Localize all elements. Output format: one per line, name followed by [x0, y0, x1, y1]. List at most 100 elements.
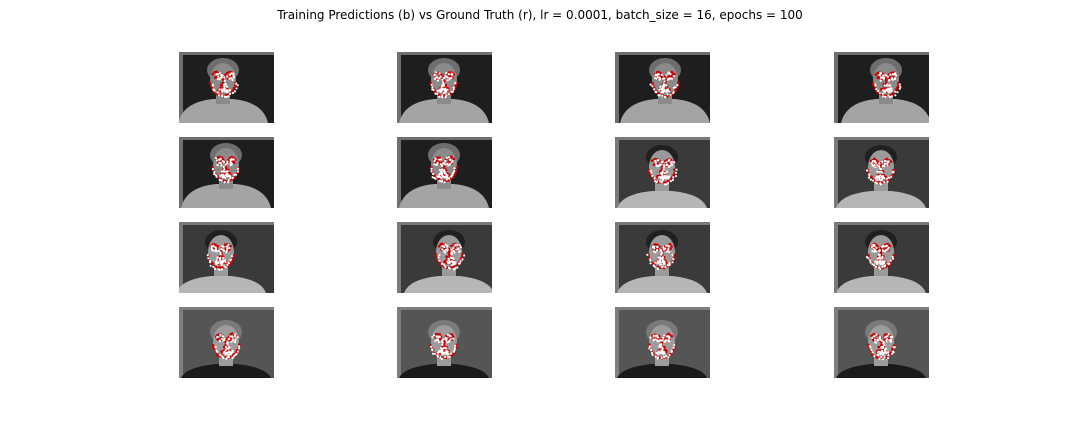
prediction-point	[444, 248, 447, 252]
ground-truth-point	[876, 71, 879, 75]
ground-truth-point	[435, 159, 438, 163]
prediction-point	[222, 161, 226, 164]
prediction-point	[874, 161, 877, 164]
prediction-point	[451, 260, 454, 263]
prediction-point	[666, 163, 669, 166]
prediction-point	[212, 265, 215, 268]
prediction-point	[433, 73, 436, 76]
prediction-point	[885, 177, 888, 180]
face-image	[834, 307, 929, 378]
prediction-point	[663, 172, 666, 175]
ground-truth-point	[452, 157, 456, 161]
prediction-point	[884, 336, 887, 339]
ground-truth-point	[444, 83, 448, 87]
face-image	[179, 137, 274, 208]
prediction-point	[889, 96, 892, 99]
prediction-point	[454, 344, 457, 347]
prediction-point	[658, 163, 661, 166]
prediction-point	[870, 162, 873, 165]
prediction-point	[454, 267, 457, 270]
ground-truth-point	[211, 262, 214, 265]
ground-truth-point	[876, 160, 879, 163]
prediction-point	[455, 248, 458, 251]
shoulders	[836, 364, 926, 378]
prediction-point	[447, 262, 450, 265]
prediction-point	[463, 254, 466, 257]
prediction-point	[659, 258, 662, 261]
prediction-point	[219, 333, 222, 336]
ground-truth-point	[450, 244, 453, 248]
prediction-point	[438, 350, 441, 353]
prediction-point	[461, 258, 464, 261]
prediction-point	[660, 91, 663, 94]
ground-truth-point	[219, 266, 222, 269]
prediction-point	[452, 247, 455, 250]
ground-truth-point	[885, 157, 889, 161]
prediction-point	[220, 268, 224, 271]
prediction-point	[663, 356, 666, 359]
prediction-point	[228, 346, 231, 349]
prediction-point	[438, 88, 441, 91]
prediction-point	[222, 256, 225, 259]
prediction-point	[228, 247, 231, 250]
prediction-point	[878, 357, 881, 360]
ground-truth-point	[436, 259, 439, 262]
prediction-point	[452, 172, 455, 175]
prediction-point	[445, 337, 448, 340]
prediction-point	[214, 267, 217, 270]
prediction-point	[232, 158, 235, 161]
prediction-point	[233, 90, 236, 93]
prediction-point	[439, 356, 442, 359]
prediction-point	[662, 168, 665, 171]
prediction-point	[876, 164, 879, 167]
shoulders	[399, 364, 489, 378]
image-border	[615, 137, 710, 140]
prediction-point	[438, 259, 441, 262]
prediction-point	[447, 93, 450, 96]
prediction-point	[221, 176, 224, 179]
ground-truth-point	[429, 81, 432, 85]
prediction-point	[665, 339, 668, 342]
prediction-point	[445, 76, 448, 79]
prediction-point	[230, 158, 234, 161]
ground-truth-point	[654, 243, 657, 246]
prediction-point	[670, 349, 673, 352]
prediction-point	[654, 338, 657, 341]
prediction-point	[441, 87, 444, 91]
image-border	[615, 52, 710, 55]
shoulders	[836, 276, 926, 293]
prediction-point	[873, 163, 876, 166]
prediction-point	[668, 158, 671, 162]
prediction-point	[673, 344, 676, 347]
prediction-point	[439, 163, 442, 166]
image-border	[397, 307, 492, 310]
prediction-point	[442, 83, 446, 86]
prediction-point	[881, 177, 884, 180]
prediction-point	[231, 91, 235, 95]
prediction-point	[223, 79, 226, 82]
ground-truth-point	[673, 253, 676, 257]
prediction-point	[887, 91, 890, 94]
face-panel-12	[834, 222, 929, 293]
prediction-point	[668, 336, 671, 339]
prediction-point	[674, 171, 677, 174]
prediction-point	[887, 333, 890, 336]
prediction-point	[887, 356, 890, 360]
prediction-point	[226, 263, 229, 267]
ground-truth-point	[883, 333, 887, 336]
prediction-point	[662, 166, 665, 169]
prediction-point	[444, 87, 447, 90]
prediction-point	[228, 89, 231, 92]
ground-truth-point	[451, 353, 454, 356]
prediction-point	[890, 175, 893, 178]
prediction-point	[658, 256, 662, 259]
prediction-point	[219, 261, 222, 264]
ground-truth-point	[872, 332, 876, 336]
prediction-point	[660, 73, 663, 76]
prediction-point	[888, 84, 891, 87]
prediction-point	[671, 261, 674, 264]
prediction-point	[221, 260, 224, 263]
prediction-point	[661, 261, 664, 264]
ground-truth-point	[663, 346, 666, 349]
prediction-point	[665, 170, 669, 173]
